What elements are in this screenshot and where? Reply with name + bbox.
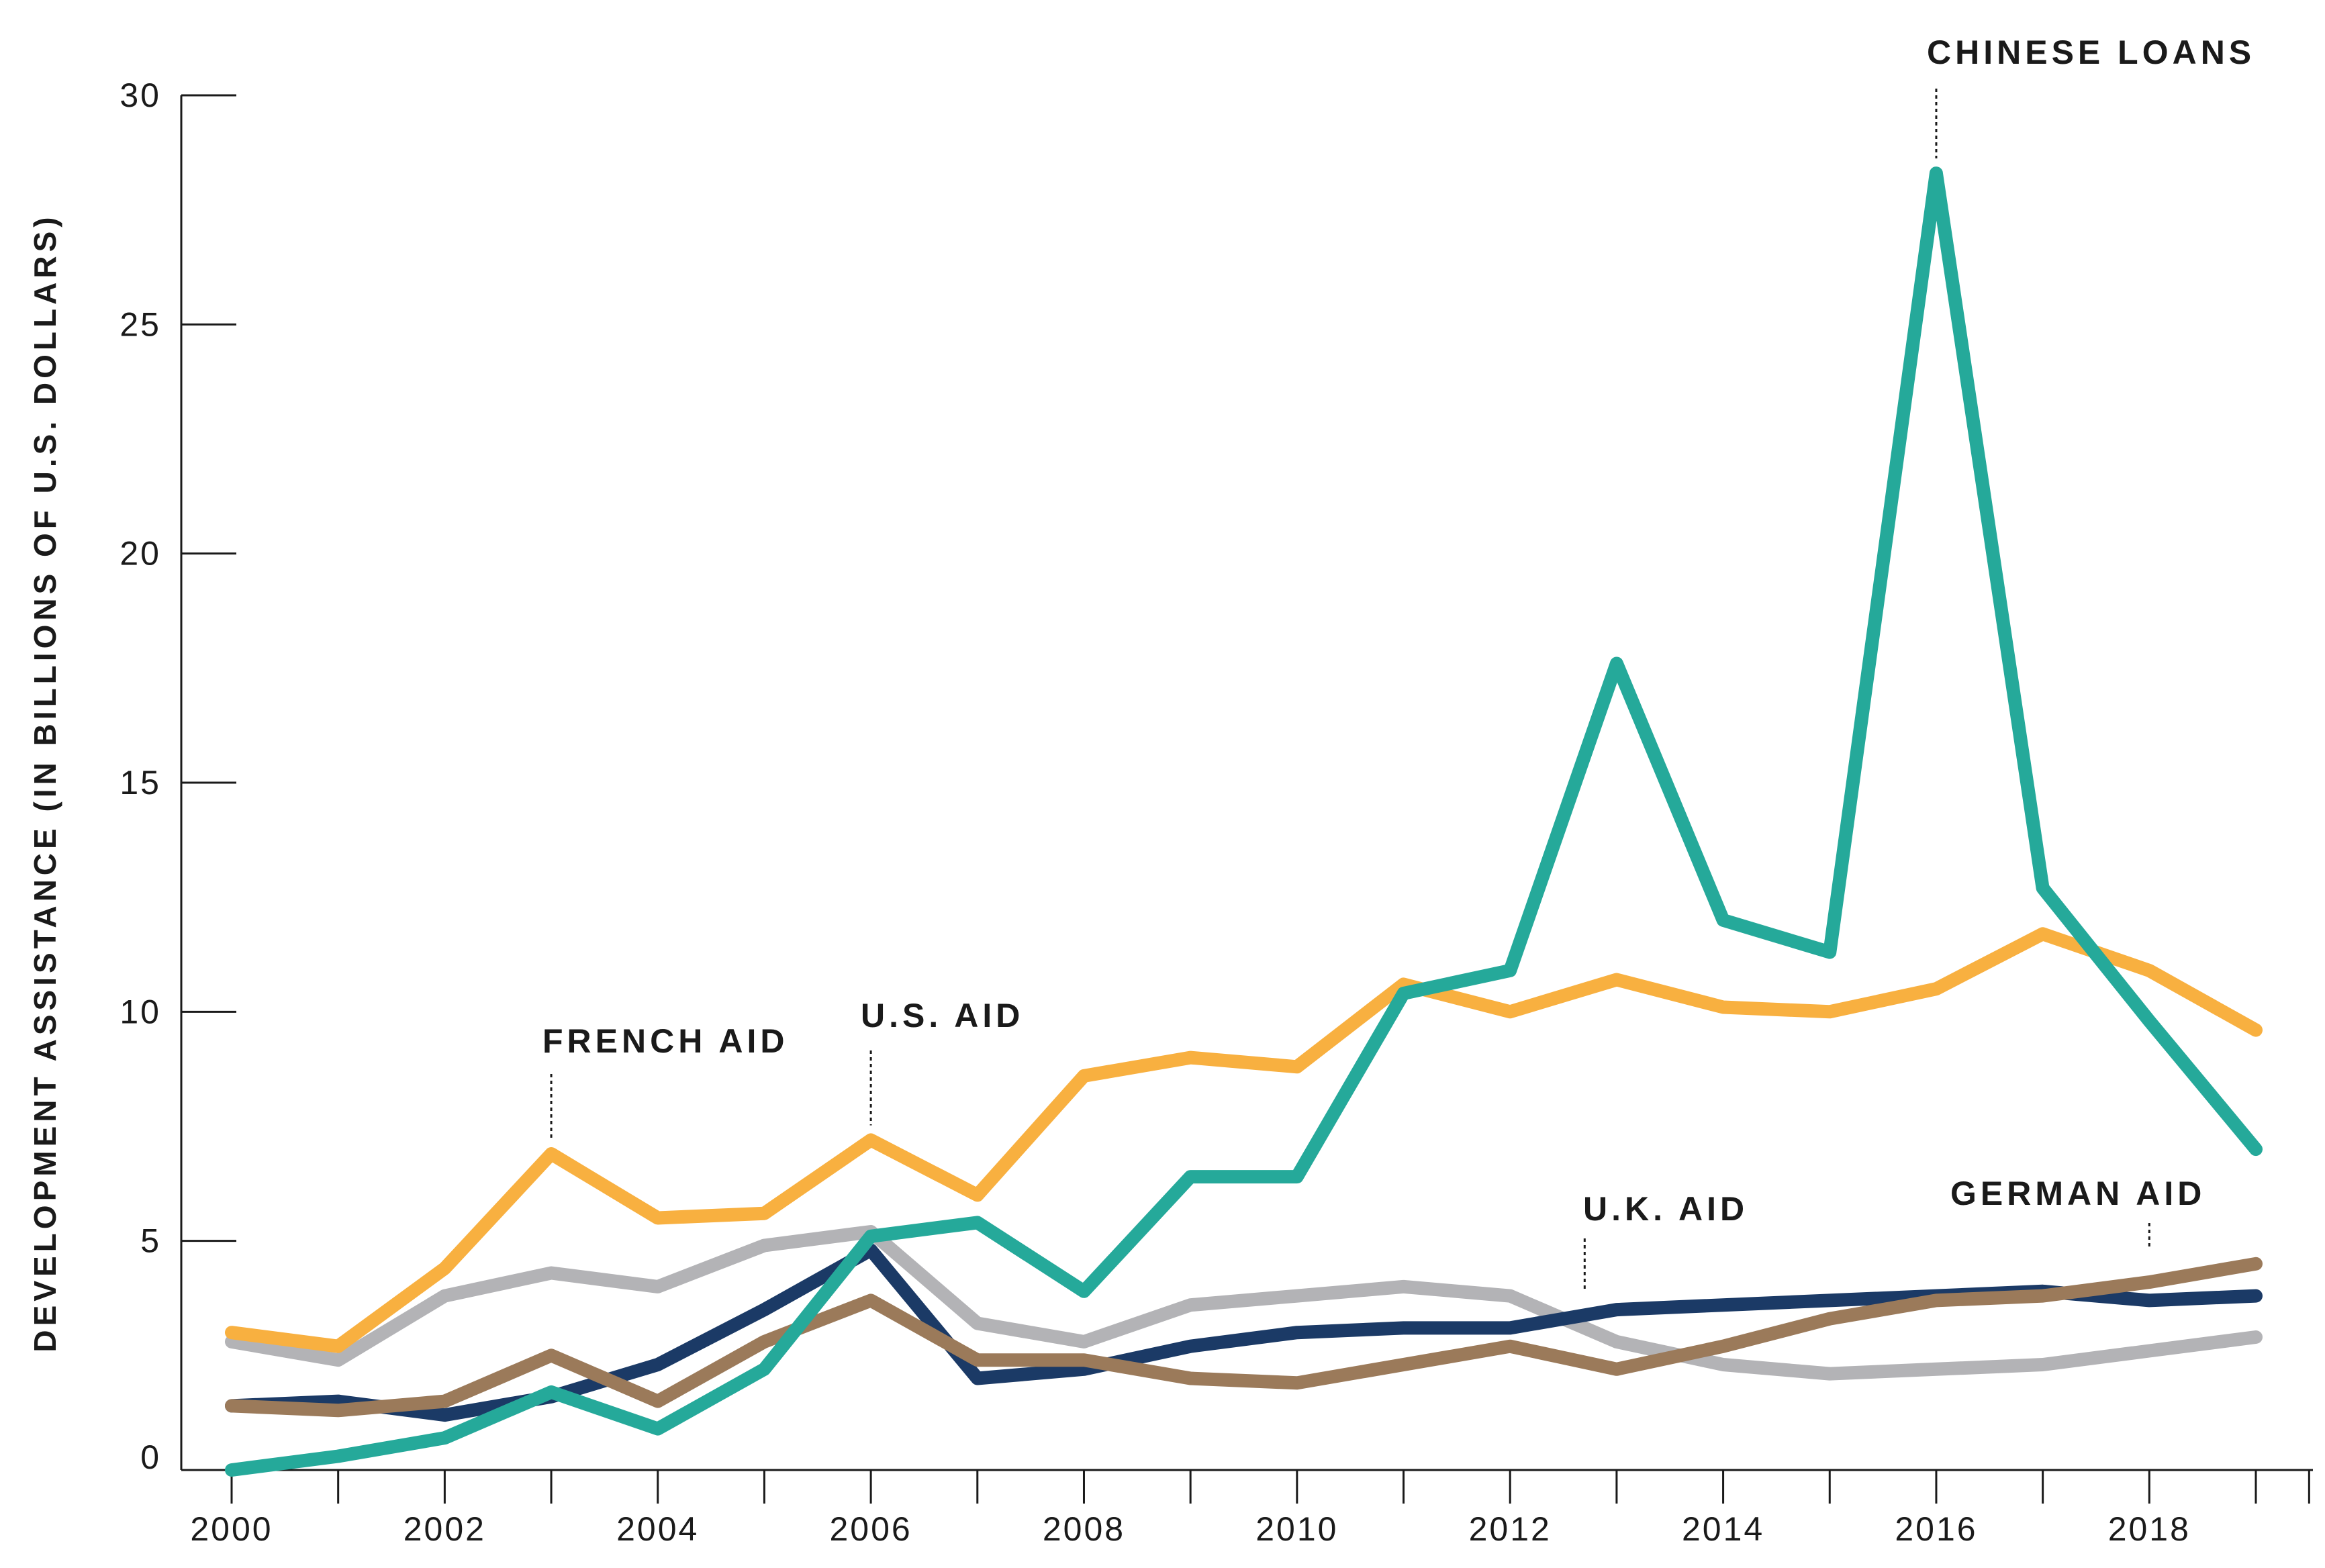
annotations: CHINESE LOANS FRENCH AID U.S. AID U.K. AID G… bbox=[542, 34, 2255, 1228]
x-tick-label: 2016 bbox=[1895, 1510, 1977, 1548]
y-tick-label: 15 bbox=[120, 764, 161, 801]
series-lines bbox=[225, 166, 2263, 1477]
y-tick-label: 5 bbox=[140, 1222, 161, 1260]
y-tick-label: 0 bbox=[140, 1438, 161, 1476]
x-tick-label: 2010 bbox=[1255, 1510, 1338, 1548]
x-tick-label: 2002 bbox=[404, 1510, 486, 1548]
annotation-label-german-aid: GERMAN AID bbox=[1950, 1175, 2205, 1212]
x-tick-label: 2004 bbox=[616, 1510, 699, 1548]
y-tick-label: 10 bbox=[120, 993, 161, 1030]
annotation-label-french-aid: FRENCH AID bbox=[542, 1022, 788, 1060]
x-tick-label: 2012 bbox=[1469, 1510, 1552, 1548]
x-axis-ticks: 2000 2002 2004 2006 2008 2010 2012 2014 2016 2018 bbox=[190, 1470, 2310, 1548]
series-line-german-aid bbox=[225, 1257, 2263, 1418]
x-tick-label: 2008 bbox=[1043, 1510, 1125, 1548]
series-line-chinese-loans bbox=[225, 166, 2263, 1477]
annotation-label-u-s-aid: U.S. AID bbox=[861, 997, 1024, 1034]
x-tick-label: 2000 bbox=[190, 1510, 273, 1548]
series-line-french-aid bbox=[225, 927, 2263, 1353]
x-tick-label: 2018 bbox=[2108, 1510, 2191, 1548]
series-line-u-k-aid bbox=[225, 1225, 2263, 1381]
annotation-label-u-k-aid: U.K. AID bbox=[1583, 1190, 1748, 1228]
y-tick-label: 30 bbox=[120, 77, 161, 114]
x-tick-label: 2006 bbox=[829, 1510, 912, 1548]
y-axis-ticks: 0 5 10 15 20 25 30 bbox=[120, 77, 236, 1476]
y-tick-label: 20 bbox=[120, 535, 161, 573]
y-axis-title: DEVELOPMENT ASSISTANCE (IN BILLIONS OF U… bbox=[28, 213, 62, 1352]
y-tick-label: 25 bbox=[120, 305, 161, 343]
annotation-label-chinese-loans: CHINESE LOANS bbox=[1927, 34, 2255, 71]
axes: 0 5 10 15 20 25 30 2000 2002 2004 2006 2008 2010 201… bbox=[120, 77, 2313, 1548]
x-tick-label: 2014 bbox=[1682, 1510, 1764, 1548]
annotation-leaders bbox=[550, 89, 2150, 1292]
